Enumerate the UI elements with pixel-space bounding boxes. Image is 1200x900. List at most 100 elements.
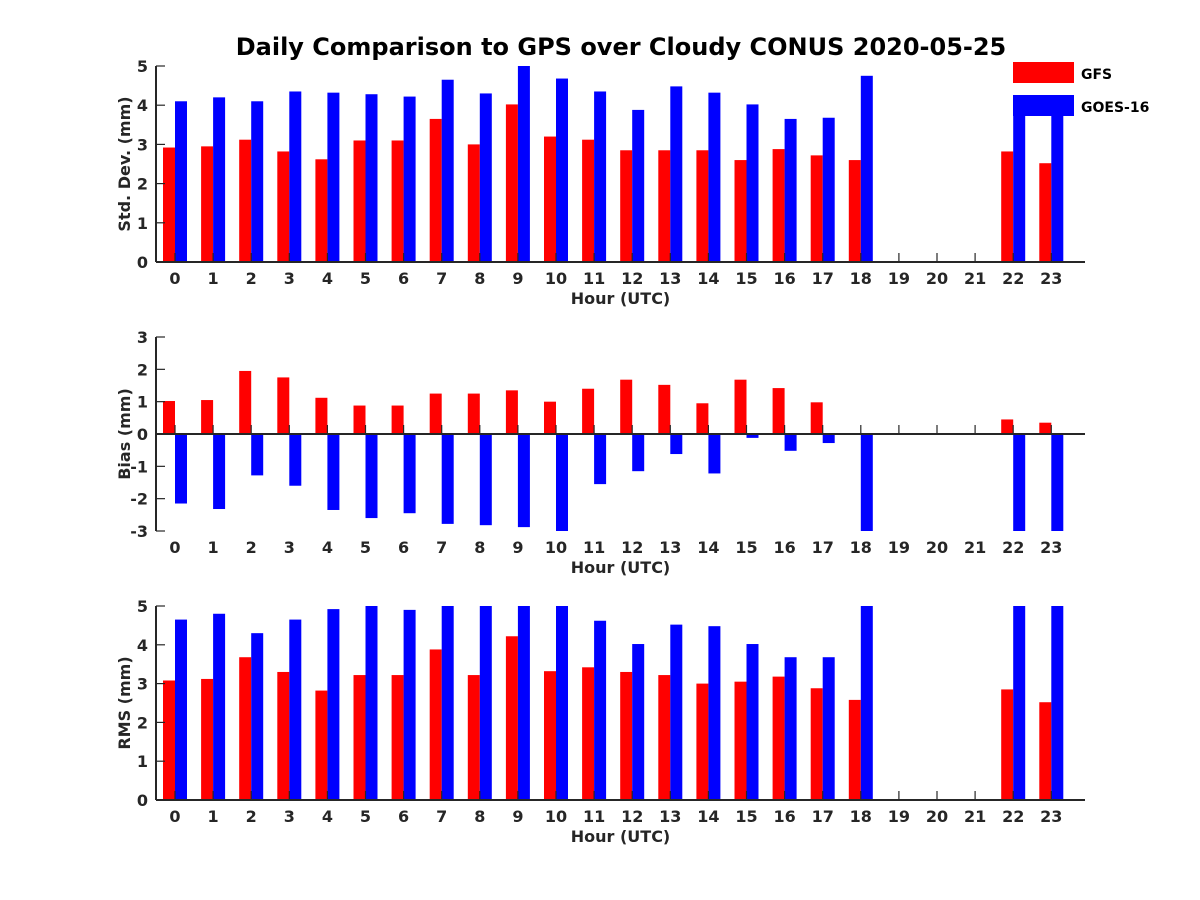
- bar-gfs-1: [201, 146, 214, 262]
- bar-goes16-10: [556, 78, 568, 262]
- bar-goes16-13: [670, 434, 683, 455]
- x-tick-label: 17: [812, 807, 834, 826]
- x-axis-label: Hour (UTC): [571, 289, 671, 308]
- bar-gfs-7: [429, 393, 442, 434]
- x-tick-label: 16: [773, 269, 795, 288]
- bar-gfs-5: [353, 405, 366, 434]
- x-tick-label: 8: [474, 538, 485, 557]
- bar-goes16-13: [670, 86, 683, 262]
- bar-goes16-18: [860, 606, 873, 800]
- legend-entry-gfs: GFS: [1013, 62, 1112, 83]
- x-tick-label: 10: [545, 269, 567, 288]
- bar-goes16-9: [517, 606, 530, 800]
- bar-gfs-0: [163, 680, 175, 800]
- y-axis-label: RMS (mm): [115, 656, 134, 749]
- x-tick-label: 5: [360, 269, 371, 288]
- y-tick-label: 3: [137, 328, 148, 347]
- x-tick-label: 4: [322, 538, 333, 557]
- x-axis-label: Hour (UTC): [571, 558, 671, 577]
- x-tick-label: 12: [621, 807, 643, 826]
- x-tick-label: 8: [474, 269, 485, 288]
- bar-goes16-12: [632, 109, 645, 263]
- bar-gfs-10: [544, 671, 556, 800]
- bar-gfs-7: [429, 118, 442, 262]
- x-tick-label: 18: [850, 807, 872, 826]
- bar-goes16-14: [708, 434, 721, 474]
- bar-goes16-7: [441, 79, 454, 262]
- y-tick-label: 3: [137, 135, 148, 154]
- bar-goes16-22: [1013, 606, 1026, 800]
- bar-goes16-23: [1051, 434, 1064, 531]
- bar-goes16-8: [479, 93, 492, 262]
- bar-goes16-3: [289, 91, 302, 262]
- bar-goes16-14: [708, 92, 721, 262]
- bar-gfs-16: [772, 149, 785, 262]
- legend-label-gfs: GFS: [1081, 67, 1112, 83]
- x-tick-label: 6: [398, 269, 409, 288]
- x-tick-label: 21: [964, 807, 986, 826]
- x-tick-label: 19: [888, 538, 910, 557]
- x-tick-label: 3: [284, 269, 295, 288]
- x-tick-label: 20: [926, 807, 948, 826]
- bar-gfs-10: [544, 401, 556, 434]
- bar-gfs-8: [467, 393, 480, 434]
- bar-gfs-22: [1001, 689, 1014, 800]
- bar-gfs-12: [620, 379, 633, 434]
- bar-gfs-6: [391, 675, 404, 800]
- bar-goes16-22: [1013, 434, 1026, 531]
- bar-gfs-14: [696, 683, 709, 800]
- bar-goes16-8: [479, 434, 492, 526]
- x-tick-label: 15: [735, 269, 757, 288]
- x-tick-label: 17: [812, 538, 834, 557]
- x-tick-label: 9: [512, 269, 523, 288]
- bar-goes16-15: [746, 644, 759, 800]
- x-tick-label: 3: [284, 807, 295, 826]
- bar-gfs-14: [696, 403, 709, 434]
- x-tick-label: 8: [474, 807, 485, 826]
- bar-goes16-1: [213, 613, 226, 800]
- bar-gfs-0: [163, 401, 175, 434]
- figure-title: Daily Comparison to GPS over Cloudy CONU…: [236, 33, 1007, 61]
- y-tick-label: 0: [137, 791, 148, 810]
- x-tick-label: 15: [735, 807, 757, 826]
- x-tick-label: 5: [360, 538, 371, 557]
- bar-goes16-5: [365, 94, 378, 262]
- bar-gfs-23: [1039, 163, 1052, 262]
- legend-swatch-goes16: [1013, 95, 1074, 116]
- x-tick-label: 1: [208, 807, 219, 826]
- y-tick-label: -3: [130, 522, 148, 541]
- bar-goes16-16: [784, 657, 797, 800]
- bar-gfs-1: [201, 400, 214, 434]
- bar-goes16-16: [784, 118, 797, 262]
- bar-goes16-2: [251, 101, 264, 262]
- bar-gfs-3: [277, 151, 290, 262]
- x-tick-label: 20: [926, 269, 948, 288]
- bar-gfs-17: [810, 155, 823, 262]
- x-tick-label: 18: [850, 538, 872, 557]
- x-tick-label: 2: [246, 807, 257, 826]
- y-tick-label: 4: [137, 636, 148, 655]
- x-tick-label: 19: [888, 807, 910, 826]
- x-tick-label: 19: [888, 269, 910, 288]
- bar-gfs-12: [620, 671, 633, 800]
- x-tick-label: 11: [583, 807, 605, 826]
- x-tick-label: 18: [850, 269, 872, 288]
- y-tick-label: 4: [137, 96, 148, 115]
- y-tick-label: -1: [130, 457, 148, 476]
- x-tick-label: 4: [322, 807, 333, 826]
- bar-gfs-2: [239, 370, 252, 434]
- y-tick-label: 2: [137, 360, 148, 379]
- bar-goes16-17: [822, 117, 835, 262]
- bar-gfs-5: [353, 140, 366, 262]
- x-tick-label: 10: [545, 807, 567, 826]
- bar-gfs-4: [315, 690, 328, 800]
- x-tick-label: 23: [1040, 538, 1062, 557]
- bar-gfs-7: [429, 649, 442, 800]
- bar-goes16-9: [517, 434, 530, 528]
- bar-goes16-15: [746, 104, 759, 262]
- bar-gfs-11: [582, 139, 595, 262]
- bar-gfs-3: [277, 671, 290, 800]
- bar-goes16-6: [403, 434, 416, 514]
